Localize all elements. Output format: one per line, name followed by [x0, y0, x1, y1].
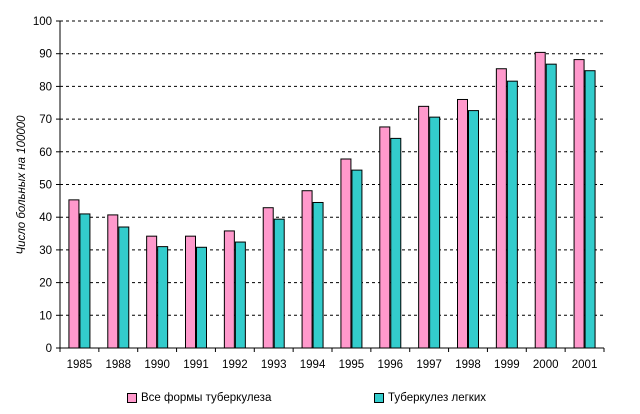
bar-pulmonary-1991: [196, 246, 207, 349]
y-axis-label: Число больных на 100000: [16, 115, 28, 255]
x-tick-label: 1993: [261, 359, 287, 371]
legend-label-pulmonary: Туберкулез легких: [388, 392, 486, 404]
bar-all-forms-1988: [107, 214, 119, 349]
bar-all-forms-1995: [340, 158, 352, 349]
bar-pulmonary-1990: [157, 246, 169, 349]
y-tick-label: 10: [39, 310, 52, 322]
bar-all-forms-1999: [495, 68, 507, 349]
bar-pulmonary-1988: [118, 226, 130, 349]
bar-pulmonary-1994: [312, 201, 324, 349]
bar-all-forms-1992: [223, 230, 235, 349]
bar-all-forms-2001: [573, 59, 585, 349]
y-tick-label: 40: [39, 212, 52, 224]
bar-pulmonary-1985: [79, 213, 91, 349]
legend-item-all-forms: Все формы туберкулеза: [127, 392, 271, 404]
bar-pulmonary-1996: [390, 137, 402, 349]
x-tick-label: 1999: [494, 359, 520, 371]
bar-all-forms-1996: [379, 126, 391, 349]
legend-item-pulmonary: Туберкулез легких: [374, 392, 486, 404]
bar-pulmonary-2000: [545, 63, 557, 349]
y-tick-label: 60: [39, 147, 52, 159]
x-tick-label: 1988: [105, 359, 131, 371]
x-tick-label: 2000: [533, 359, 559, 371]
x-tick-label: 1997: [416, 359, 442, 371]
axes: 0 10 20 30 40 50 60 70 80 90 100 1985 1988 1990 1991 19…: [33, 16, 605, 371]
x-tick-label: 1991: [183, 359, 209, 371]
legend-label-all-forms: Все формы туберкулеза: [141, 392, 272, 404]
y-tick-label: 100: [33, 16, 52, 28]
bar-all-forms-1985: [68, 199, 80, 349]
x-tick-label: 1985: [67, 359, 93, 371]
bar-chart: 0 10 20 30 40 50 60 70 80 90 100 1985 1988 1990 1991 19…: [16, 16, 605, 371]
bar-all-forms-1997: [418, 105, 430, 349]
y-tick-label: 50: [39, 180, 52, 192]
bar-all-forms-1993: [262, 207, 274, 349]
x-tick-label: 1992: [222, 359, 248, 371]
bar-all-forms-2000: [534, 51, 546, 349]
bar-pulmonary-2001: [584, 70, 596, 349]
bar-pulmonary-1998: [468, 110, 479, 349]
grid-lines: [60, 20, 604, 316]
x-tick-label: 1994: [300, 359, 326, 371]
y-tick-label: 30: [39, 245, 52, 257]
x-tick-label: 1998: [455, 359, 481, 371]
bar-pulmonary-1997: [429, 116, 441, 349]
bar-pulmonary-1992: [234, 241, 246, 349]
bar-all-forms-1998: [457, 98, 468, 349]
bar-pulmonary-1993: [273, 218, 285, 349]
bar-all-forms-1990: [146, 235, 158, 349]
x-tick-label: 1995: [339, 359, 365, 371]
bars: [68, 51, 596, 349]
y-tick-label: 80: [39, 81, 52, 93]
bar-all-forms-1994: [301, 190, 313, 349]
legend-swatch-teal: [374, 393, 384, 403]
bar-pulmonary-1995: [351, 169, 363, 349]
bar-pulmonary-1999: [506, 80, 518, 349]
x-tick-label: 1996: [377, 359, 403, 371]
x-tick-label: 2001: [572, 359, 598, 371]
y-tick-label: 90: [39, 49, 52, 61]
bar-all-forms-1991: [185, 235, 196, 349]
legend: Все формы туберкулеза Туберкулез легких: [0, 392, 640, 412]
y-tick-label: 0: [46, 343, 52, 355]
x-tick-label: 1990: [144, 359, 170, 371]
y-tick-label: 20: [39, 278, 52, 290]
legend-swatch-pink: [127, 393, 137, 403]
y-tick-label: 70: [39, 114, 52, 126]
